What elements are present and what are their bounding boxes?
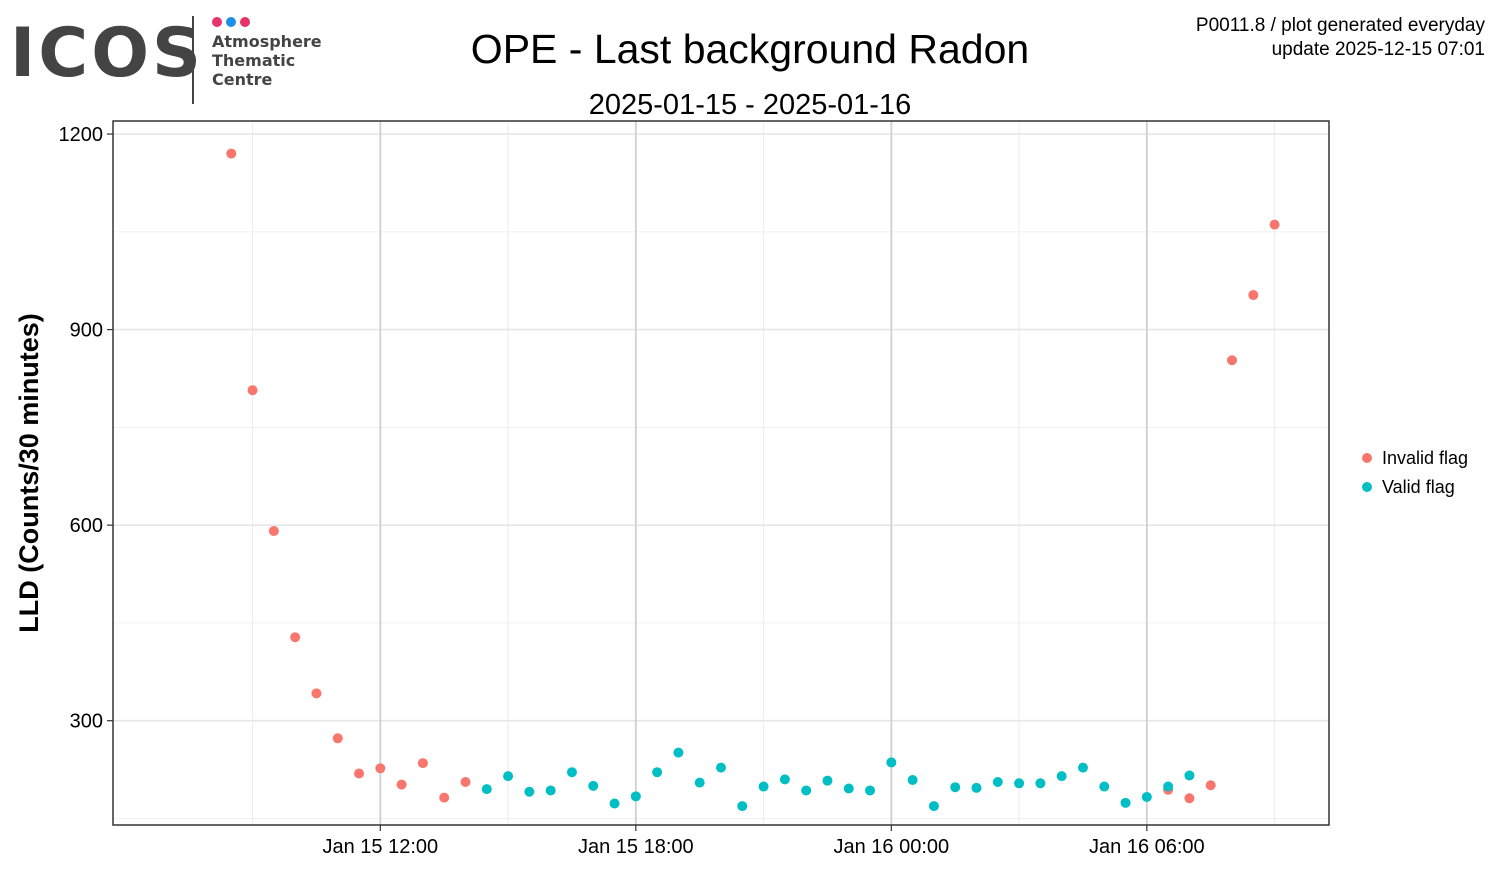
x-tick-label: Jan 15 18:00 — [578, 836, 694, 858]
tick-labels: 300 600 900 1200 Jan 15 12:00 Jan 15 18:00 Jan… — [59, 124, 1205, 858]
invalid-flag-point — [1184, 793, 1195, 804]
minor-gridlines — [113, 121, 1329, 825]
y-tick-label: 300 — [70, 711, 103, 733]
x-tick-label: Jan 16 00:00 — [834, 836, 950, 858]
valid-flag-point — [716, 762, 726, 773]
logo-dot-3 — [240, 17, 250, 27]
chart-subtitle: 2025-01-15 - 2025-01-16 — [588, 89, 912, 121]
chart-title: OPE - Last background Radon — [470, 26, 1030, 72]
invalid-flag-point — [247, 385, 258, 396]
legend-key-valid-flag — [1362, 482, 1372, 492]
logo-subtitle: Atmosphere Thematic Centre — [212, 32, 322, 89]
valid-flag-point — [1014, 778, 1025, 789]
valid-flag-point — [630, 791, 641, 802]
y-tick-label: 1200 — [59, 124, 104, 146]
valid-flag-point — [992, 776, 1003, 787]
logo-line-thematic: Thematic — [212, 51, 296, 70]
plot-id-note: P0011.8 / plot generated everyday — [1195, 15, 1485, 36]
y-tick-label: 900 — [70, 320, 103, 342]
valid-flag-point — [1056, 771, 1067, 782]
valid-flag-point — [1141, 791, 1152, 802]
legend-label-invalid-flag: Invalid flag — [1382, 448, 1468, 468]
logo-dot-2 — [226, 17, 236, 27]
valid-flag-point — [1077, 762, 1088, 773]
valid-flag-point — [865, 785, 876, 796]
valid-flag-point — [1099, 781, 1110, 792]
valid-flag-point — [1163, 781, 1174, 792]
plot-panel-border — [112, 120, 1330, 826]
valid-flag-point — [971, 782, 982, 793]
update-timestamp: update 2025-12-15 07:01 — [1271, 39, 1485, 60]
x-tick-label: Jan 16 06:00 — [1089, 836, 1205, 858]
generation-note: P0011.8 / plot generated everyday update… — [1196, 14, 1485, 62]
valid-flag-point — [801, 785, 812, 796]
valid-flag-point — [503, 771, 514, 782]
invalid-flag-point — [1248, 290, 1259, 301]
logo-dot-1 — [212, 17, 222, 27]
valid-flag-point — [673, 747, 684, 758]
icos-logo: ICOS Atmosphere Thematic Centre — [10, 14, 330, 106]
invalid-flag-point — [375, 763, 386, 774]
valid-flag-point — [843, 783, 854, 794]
logo-line-centre: Centre — [212, 70, 273, 89]
logo-wordmark: ICOS — [10, 14, 204, 93]
axis-ticks — [107, 133, 1148, 831]
valid-flag-point — [950, 782, 961, 793]
major-gridlines — [113, 121, 1329, 825]
logo-line-atmosphere: Atmosphere — [212, 32, 322, 51]
invalid-flag-point — [226, 148, 237, 159]
valid-flag-point — [524, 786, 535, 797]
valid-flag-point — [907, 775, 918, 786]
invalid-flag-point — [311, 688, 322, 699]
valid-flag-point — [609, 798, 620, 809]
y-axis-label: LLD (Counts/30 minutes) — [14, 313, 44, 633]
valid-flag-point — [1184, 770, 1195, 781]
logo-divider — [192, 16, 194, 104]
invalid-flag-point — [417, 758, 428, 769]
valid-flag-point — [588, 780, 599, 791]
invalid-flag-point — [396, 779, 407, 790]
valid-flag-point — [545, 785, 556, 796]
valid-flag-point — [758, 781, 769, 792]
valid-flag-point — [1035, 778, 1046, 789]
data-points — [226, 148, 1280, 812]
valid-flag-point — [822, 775, 833, 786]
valid-flag-point — [694, 777, 705, 788]
invalid-flag-point — [332, 733, 343, 744]
invalid-flag-point — [354, 768, 365, 779]
legend: Invalid flag Valid flag — [1362, 448, 1468, 497]
legend-label-valid-flag: Valid flag — [1382, 477, 1455, 497]
valid-flag-point — [928, 801, 939, 812]
valid-flag-point — [886, 757, 897, 768]
invalid-flag-point — [1227, 355, 1238, 366]
invalid-flag-point — [268, 526, 279, 537]
legend-key-invalid-flag — [1362, 453, 1372, 463]
valid-flag-point — [1120, 797, 1131, 808]
valid-flag-point — [737, 801, 748, 812]
invalid-flag-point — [1269, 219, 1280, 230]
valid-flag-point — [481, 784, 492, 795]
valid-flag-point — [779, 774, 790, 785]
x-tick-label: Jan 15 12:00 — [322, 836, 438, 858]
invalid-flag-point — [1205, 780, 1216, 791]
y-tick-label: 600 — [70, 515, 103, 537]
invalid-flag-point — [460, 776, 471, 787]
valid-flag-point — [566, 767, 577, 778]
invalid-flag-point — [290, 632, 301, 643]
valid-flag-point — [652, 767, 663, 778]
invalid-flag-point — [439, 792, 450, 803]
